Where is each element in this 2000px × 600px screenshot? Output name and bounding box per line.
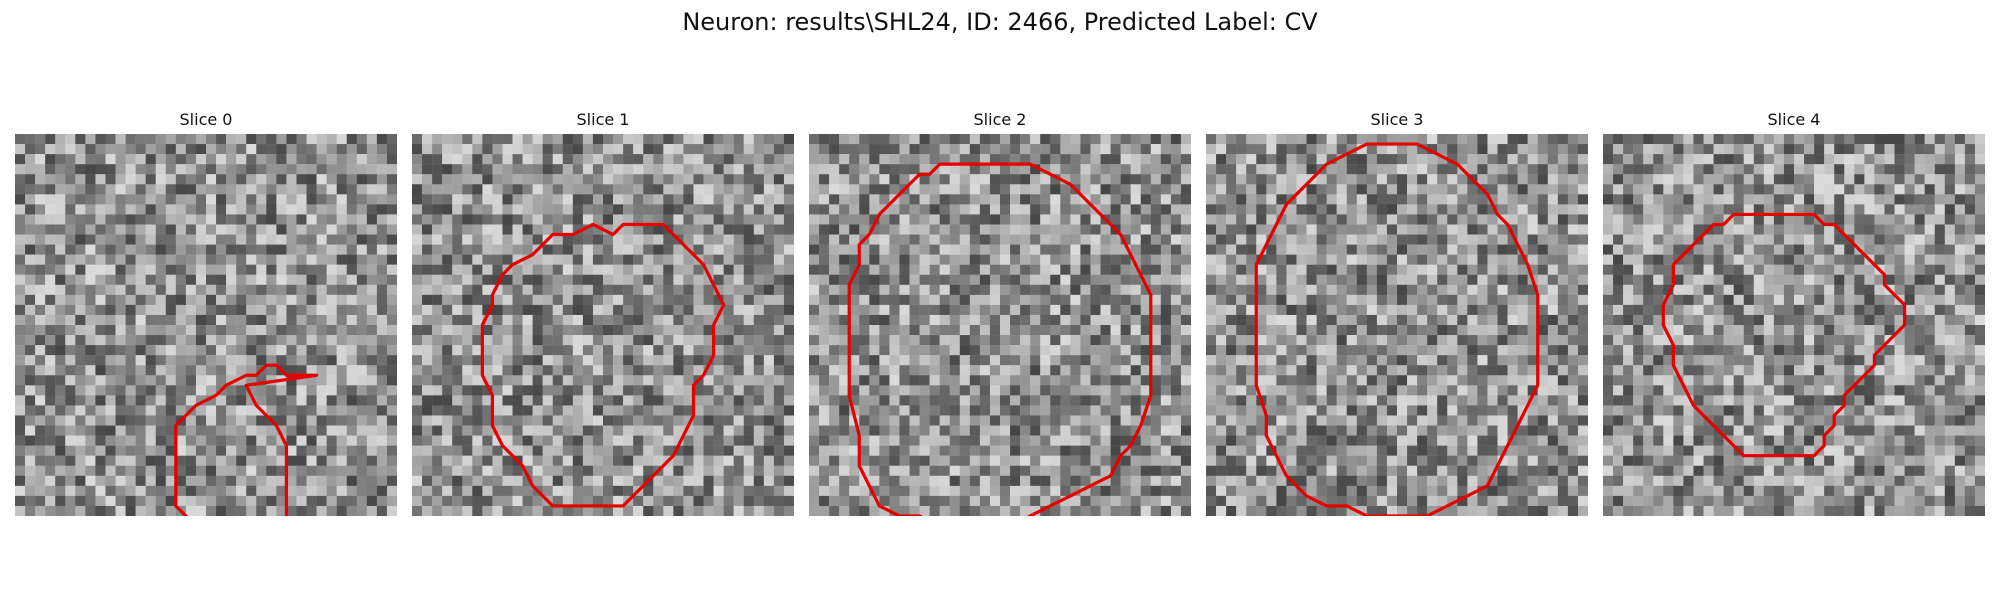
segmentation-contour [1661, 212, 1907, 458]
panel-title: Slice 1 [576, 110, 630, 129]
panel-title: Slice 0 [179, 110, 233, 129]
grayscale-slice-image [15, 134, 397, 516]
segmentation-contour [174, 363, 319, 516]
panel-slice-4: Slice 4 [1603, 110, 1985, 516]
grayscale-slice-image [1603, 134, 1985, 516]
panel-slice-0: Slice 0 [15, 110, 397, 516]
segmentation-contour [847, 162, 1153, 516]
segmentation-contour [1254, 142, 1540, 516]
segmentation-contour [480, 222, 726, 508]
panel-title: Slice 3 [1370, 110, 1424, 129]
grayscale-slice-image [809, 134, 1191, 516]
panel-slice-2: Slice 2 [809, 110, 1191, 516]
panel-slice-1: Slice 1 [412, 110, 794, 516]
panel-slice-3: Slice 3 [1206, 110, 1588, 516]
grayscale-slice-image [412, 134, 794, 516]
grayscale-slice-image [1206, 134, 1588, 516]
panel-title: Slice 2 [973, 110, 1027, 129]
figure-title: Neuron: results\SHL24, ID: 2466, Predict… [682, 8, 1318, 36]
panel-title: Slice 4 [1767, 110, 1821, 129]
